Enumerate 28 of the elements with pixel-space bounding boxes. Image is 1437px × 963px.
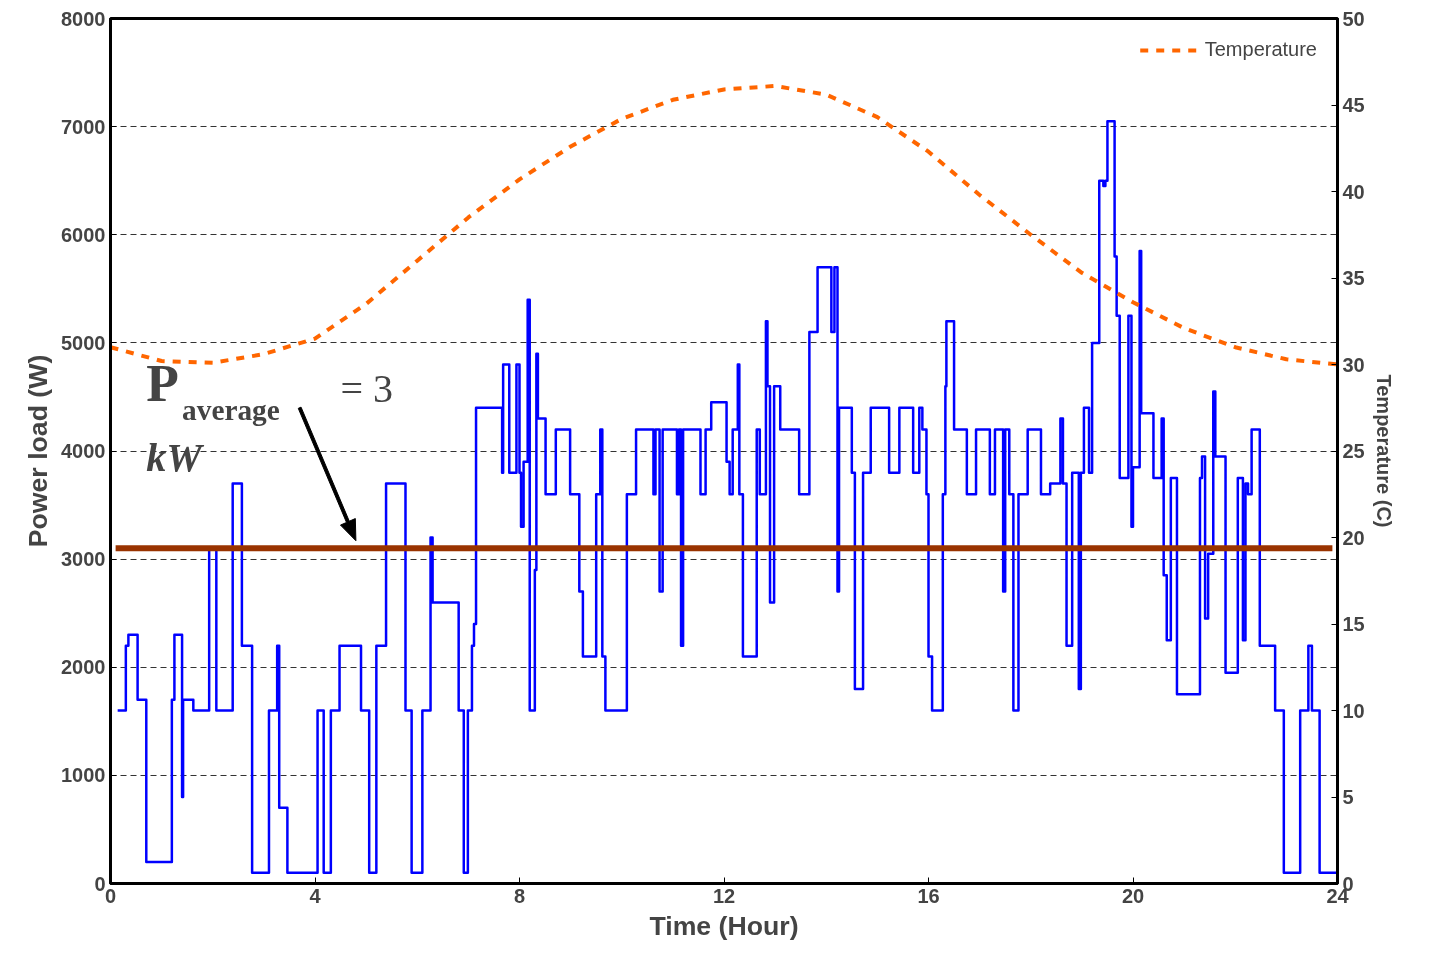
y-tick-label: 5000	[61, 331, 106, 354]
y2-tick-label: 30	[1342, 353, 1365, 376]
y-tick-label: 8000	[61, 7, 106, 30]
y2-tick-label: 10	[1342, 699, 1365, 722]
x-axis-title: Time (Hour)	[649, 910, 799, 941]
y2-tick-label: 25	[1342, 440, 1365, 462]
y-tick-label: 6000	[61, 223, 106, 246]
y2-axis-title: Temperature (C)	[1372, 374, 1395, 528]
line-series	[110, 83, 1338, 367]
y-tick-label: 4000	[61, 440, 106, 462]
x-tick-label: 8	[513, 884, 526, 907]
y2-tick-label: 5	[1342, 786, 1354, 808]
y2-tick-label: 40	[1342, 180, 1365, 203]
x-tick-label: 20	[1121, 884, 1145, 907]
y-tick-label: 1000	[61, 764, 106, 787]
y-axis-title: Power load (W)	[23, 354, 54, 548]
x-tick-label: 12	[712, 884, 736, 907]
y2-tick-label: 50	[1342, 7, 1365, 30]
y-tick-label: 2000	[61, 656, 106, 679]
y2-tick-label: 20	[1342, 526, 1365, 549]
y-tick-label: 7000	[61, 115, 106, 138]
y2-tick-label: 45	[1342, 94, 1365, 116]
y2-tick-label: 15	[1342, 613, 1365, 635]
legend-label: Temperature	[1204, 38, 1317, 61]
x-tick-label: 4	[309, 884, 322, 907]
y-tick-label: 3000	[61, 548, 106, 571]
x-tick-label: 16	[917, 884, 940, 907]
y2-tick-label: 35	[1342, 267, 1365, 289]
